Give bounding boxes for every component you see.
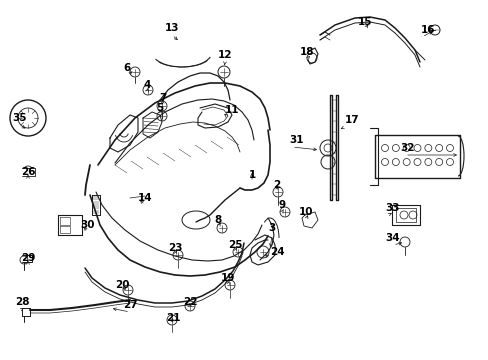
Text: 19: 19 — [221, 273, 235, 283]
Text: 3: 3 — [268, 223, 275, 233]
Text: 35: 35 — [13, 113, 27, 123]
Text: 2: 2 — [273, 180, 280, 190]
Text: 15: 15 — [357, 17, 371, 27]
Text: 34: 34 — [385, 233, 400, 243]
Text: 8: 8 — [214, 215, 221, 225]
Text: 27: 27 — [122, 300, 137, 310]
Text: 21: 21 — [165, 313, 180, 323]
Text: 33: 33 — [385, 203, 400, 213]
Text: 12: 12 — [217, 50, 232, 60]
Text: 14: 14 — [138, 193, 152, 203]
Text: 30: 30 — [81, 220, 95, 230]
Text: 29: 29 — [21, 253, 35, 263]
Text: 1: 1 — [248, 170, 255, 180]
Text: 16: 16 — [420, 25, 434, 35]
Text: 10: 10 — [298, 207, 313, 217]
Text: 25: 25 — [227, 240, 242, 250]
Text: 32: 32 — [400, 143, 414, 153]
Text: 22: 22 — [183, 297, 197, 307]
Text: 24: 24 — [269, 247, 284, 257]
Text: 5: 5 — [156, 103, 163, 113]
Text: 20: 20 — [115, 280, 129, 290]
Text: 11: 11 — [224, 105, 239, 115]
Text: 13: 13 — [164, 23, 179, 33]
Text: 17: 17 — [344, 115, 359, 125]
Text: 23: 23 — [167, 243, 182, 253]
Text: 28: 28 — [15, 297, 29, 307]
Text: 26: 26 — [20, 167, 35, 177]
Text: 31: 31 — [289, 135, 304, 145]
Text: 4: 4 — [143, 80, 150, 90]
Text: 7: 7 — [159, 93, 166, 103]
Text: 6: 6 — [123, 63, 130, 73]
Text: 18: 18 — [299, 47, 314, 57]
Text: 9: 9 — [278, 200, 285, 210]
